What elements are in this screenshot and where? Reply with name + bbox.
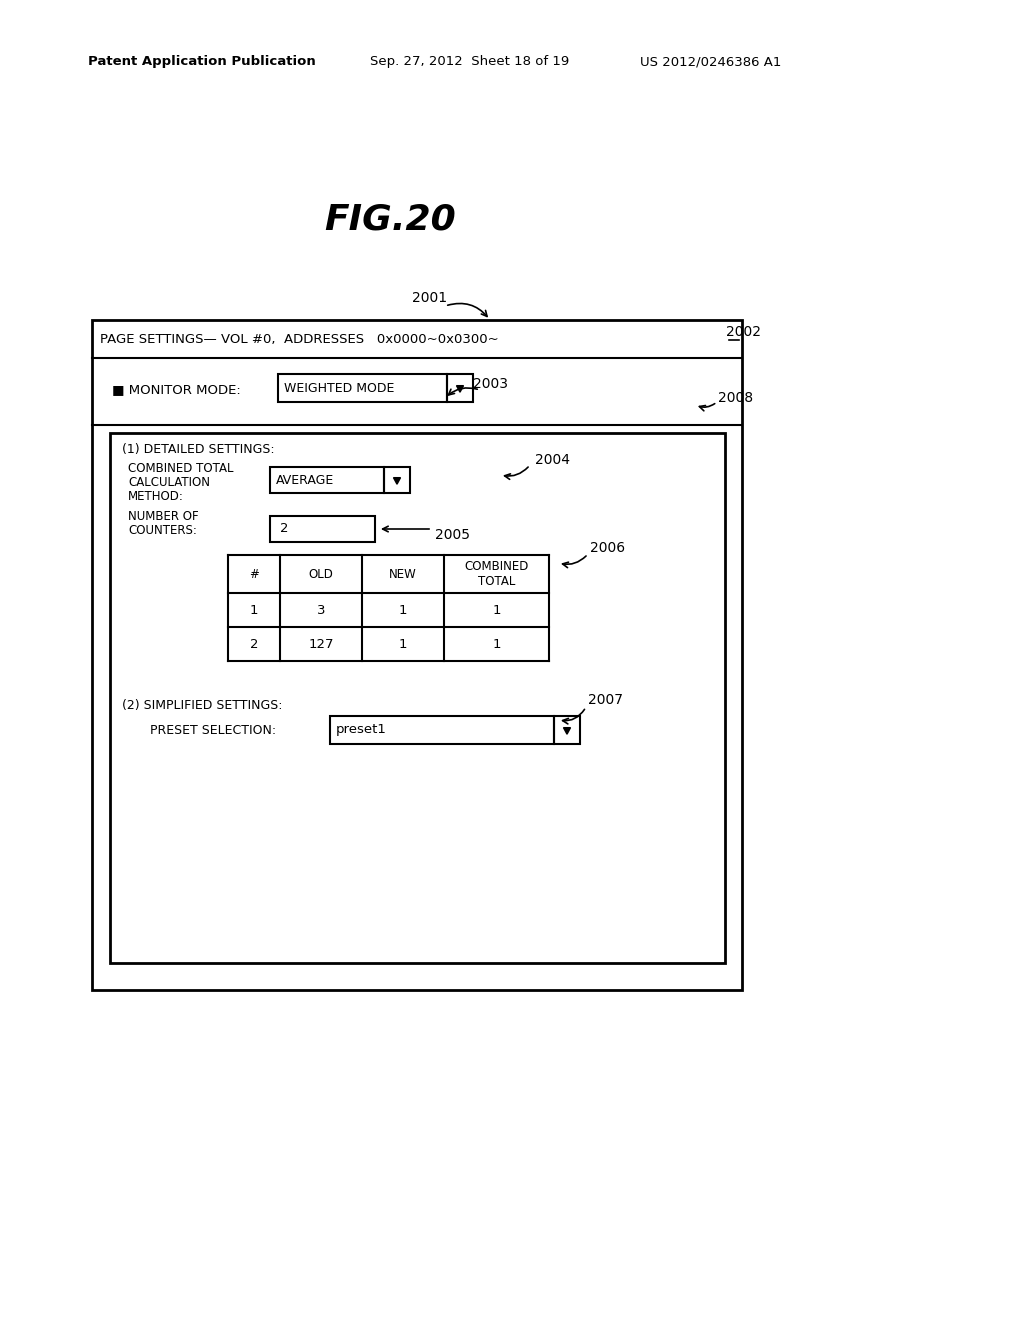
Bar — [330, 715, 554, 744]
Text: preset1: preset1 — [336, 723, 387, 737]
Bar — [554, 715, 580, 744]
Text: 2: 2 — [250, 638, 258, 651]
Bar — [270, 516, 375, 543]
Text: 2006: 2006 — [590, 541, 625, 554]
Text: #: # — [249, 568, 259, 581]
Text: 1: 1 — [250, 603, 258, 616]
Text: 2005: 2005 — [435, 528, 470, 543]
Text: 1: 1 — [493, 603, 501, 616]
Bar — [270, 467, 384, 492]
Bar — [278, 374, 447, 403]
Text: 2003: 2003 — [472, 378, 508, 391]
Bar — [384, 467, 410, 492]
Text: 1: 1 — [398, 603, 408, 616]
Bar — [110, 433, 725, 964]
Text: Patent Application Publication: Patent Application Publication — [88, 55, 315, 69]
Text: 2002: 2002 — [726, 325, 761, 339]
Text: AVERAGE: AVERAGE — [276, 474, 334, 487]
Bar — [447, 374, 473, 403]
Text: WEIGHTED MODE: WEIGHTED MODE — [284, 381, 394, 395]
Text: PRESET SELECTION:: PRESET SELECTION: — [150, 723, 276, 737]
Text: 2004: 2004 — [535, 453, 570, 467]
Text: COUNTERS:: COUNTERS: — [128, 524, 197, 536]
Text: COMBINED
TOTAL: COMBINED TOTAL — [464, 560, 528, 587]
Text: US 2012/0246386 A1: US 2012/0246386 A1 — [640, 55, 781, 69]
Text: CALCULATION: CALCULATION — [128, 475, 210, 488]
Text: (1) DETAILED SETTINGS:: (1) DETAILED SETTINGS: — [122, 444, 274, 457]
Text: NUMBER OF: NUMBER OF — [128, 510, 199, 523]
Text: 2008: 2008 — [718, 391, 753, 405]
Text: Sep. 27, 2012  Sheet 18 of 19: Sep. 27, 2012 Sheet 18 of 19 — [370, 55, 569, 69]
Text: 2001: 2001 — [413, 290, 447, 305]
Polygon shape — [393, 478, 400, 484]
Text: NEW: NEW — [389, 568, 417, 581]
Text: OLD: OLD — [308, 568, 334, 581]
Polygon shape — [563, 727, 570, 734]
Text: 1: 1 — [398, 638, 408, 651]
Text: 3: 3 — [316, 603, 326, 616]
Text: METHOD:: METHOD: — [128, 490, 184, 503]
Text: COMBINED TOTAL: COMBINED TOTAL — [128, 462, 233, 474]
Text: FIG.20: FIG.20 — [325, 203, 456, 238]
Bar — [92, 319, 742, 990]
Text: 2007: 2007 — [588, 693, 623, 708]
Text: PAGE SETTINGS— VOL #0,  ADDRESSES   0x0000~0x0300~: PAGE SETTINGS— VOL #0, ADDRESSES 0x0000~… — [100, 334, 499, 346]
Text: (2) SIMPLIFIED SETTINGS:: (2) SIMPLIFIED SETTINGS: — [122, 698, 283, 711]
Text: 2: 2 — [280, 523, 289, 536]
Polygon shape — [457, 385, 464, 392]
Text: ■ MONITOR MODE:: ■ MONITOR MODE: — [112, 384, 241, 396]
Text: 1: 1 — [493, 638, 501, 651]
Text: 127: 127 — [308, 638, 334, 651]
